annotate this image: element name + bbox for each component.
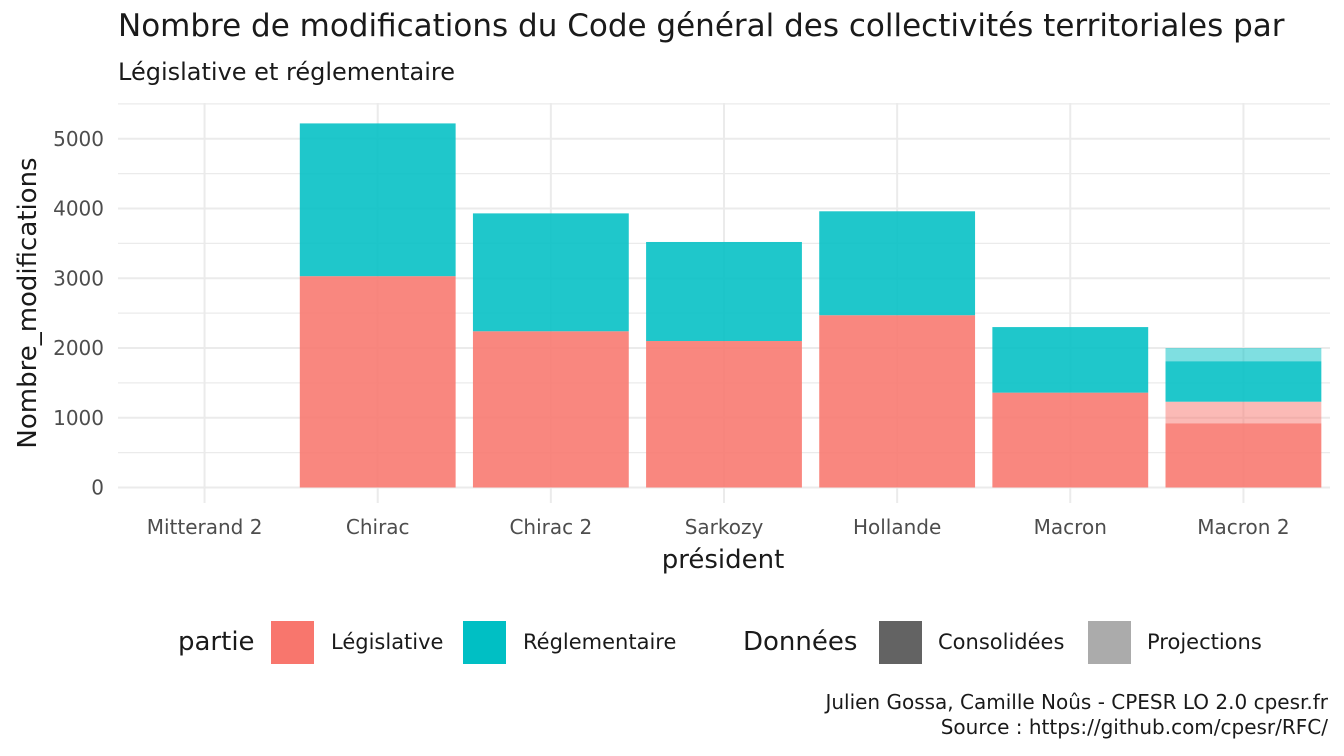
y-axis-label: Nombre_modifications [13, 157, 43, 448]
legend-title-partie: partie [178, 627, 255, 657]
bar-lgislative-consolidated [1165, 423, 1322, 488]
chart-subtitle: Législative et réglementaire [118, 58, 455, 86]
caption-source: Source : https://github.com/cpesr/RFC/ [940, 715, 1328, 739]
bar-rglementaire-consolidated [299, 123, 456, 277]
x-tick-label: Macron 2 [1197, 515, 1289, 539]
bar-rglementaire-consolidated [992, 327, 1149, 393]
legend-title-donnees: Données [743, 627, 857, 657]
legend-key-consolidees [879, 621, 922, 664]
y-tick-label: 3000 [53, 266, 104, 290]
x-axis-label: président [662, 545, 785, 575]
caption-credit: Julien Gossa, Camille Noûs - CPESR LO 2.… [825, 690, 1328, 714]
y-tick-label: 5000 [53, 127, 104, 151]
legend-label: Consolidées [938, 630, 1064, 654]
x-tick-label: Chirac [346, 515, 410, 539]
chart-title: Nombre de modifications du Code général … [118, 8, 1285, 44]
legend-label: Projections [1147, 630, 1262, 654]
bar-rglementaire-projection [1165, 348, 1322, 362]
bar-lgislative-consolidated [992, 392, 1149, 488]
bar-rglementaire-consolidated [819, 211, 976, 316]
x-tick-label: Hollande [853, 515, 941, 539]
y-tick-label: 4000 [53, 197, 104, 221]
legend-label: Législative [331, 630, 443, 654]
bar-lgislative-projection [1165, 401, 1322, 424]
axis-ticks: 0 1000 2000 3000 4000 5000 Mitterand 2 Chirac Ch… [53, 127, 1289, 539]
bar-rglementaire-consolidated [1165, 361, 1322, 402]
bar-lgislative-consolidated [472, 331, 629, 488]
y-tick-label: 1000 [53, 406, 104, 430]
y-tick-label: 2000 [53, 336, 104, 360]
legend-label: Réglementaire [523, 630, 676, 654]
legend-key-reglementaire [463, 621, 506, 664]
x-tick-label: Mitterand 2 [147, 515, 263, 539]
bars [299, 123, 1322, 488]
x-tick-label: Sarkozy [685, 515, 764, 539]
y-tick-label: 0 [91, 476, 104, 500]
bar-lgislative-consolidated [299, 276, 456, 488]
legend-key-legislative [271, 621, 314, 664]
bar-rglementaire-consolidated [472, 213, 629, 332]
x-tick-label: Chirac 2 [509, 515, 592, 539]
legend-key-projections [1088, 621, 1131, 664]
bar-rglementaire-consolidated [646, 241, 802, 342]
bar-lgislative-consolidated [646, 341, 802, 488]
bar-lgislative-consolidated [819, 315, 976, 488]
legend: partie Législative Réglementaire Données Con… [178, 621, 1262, 664]
x-tick-label: Macron [1034, 515, 1107, 539]
